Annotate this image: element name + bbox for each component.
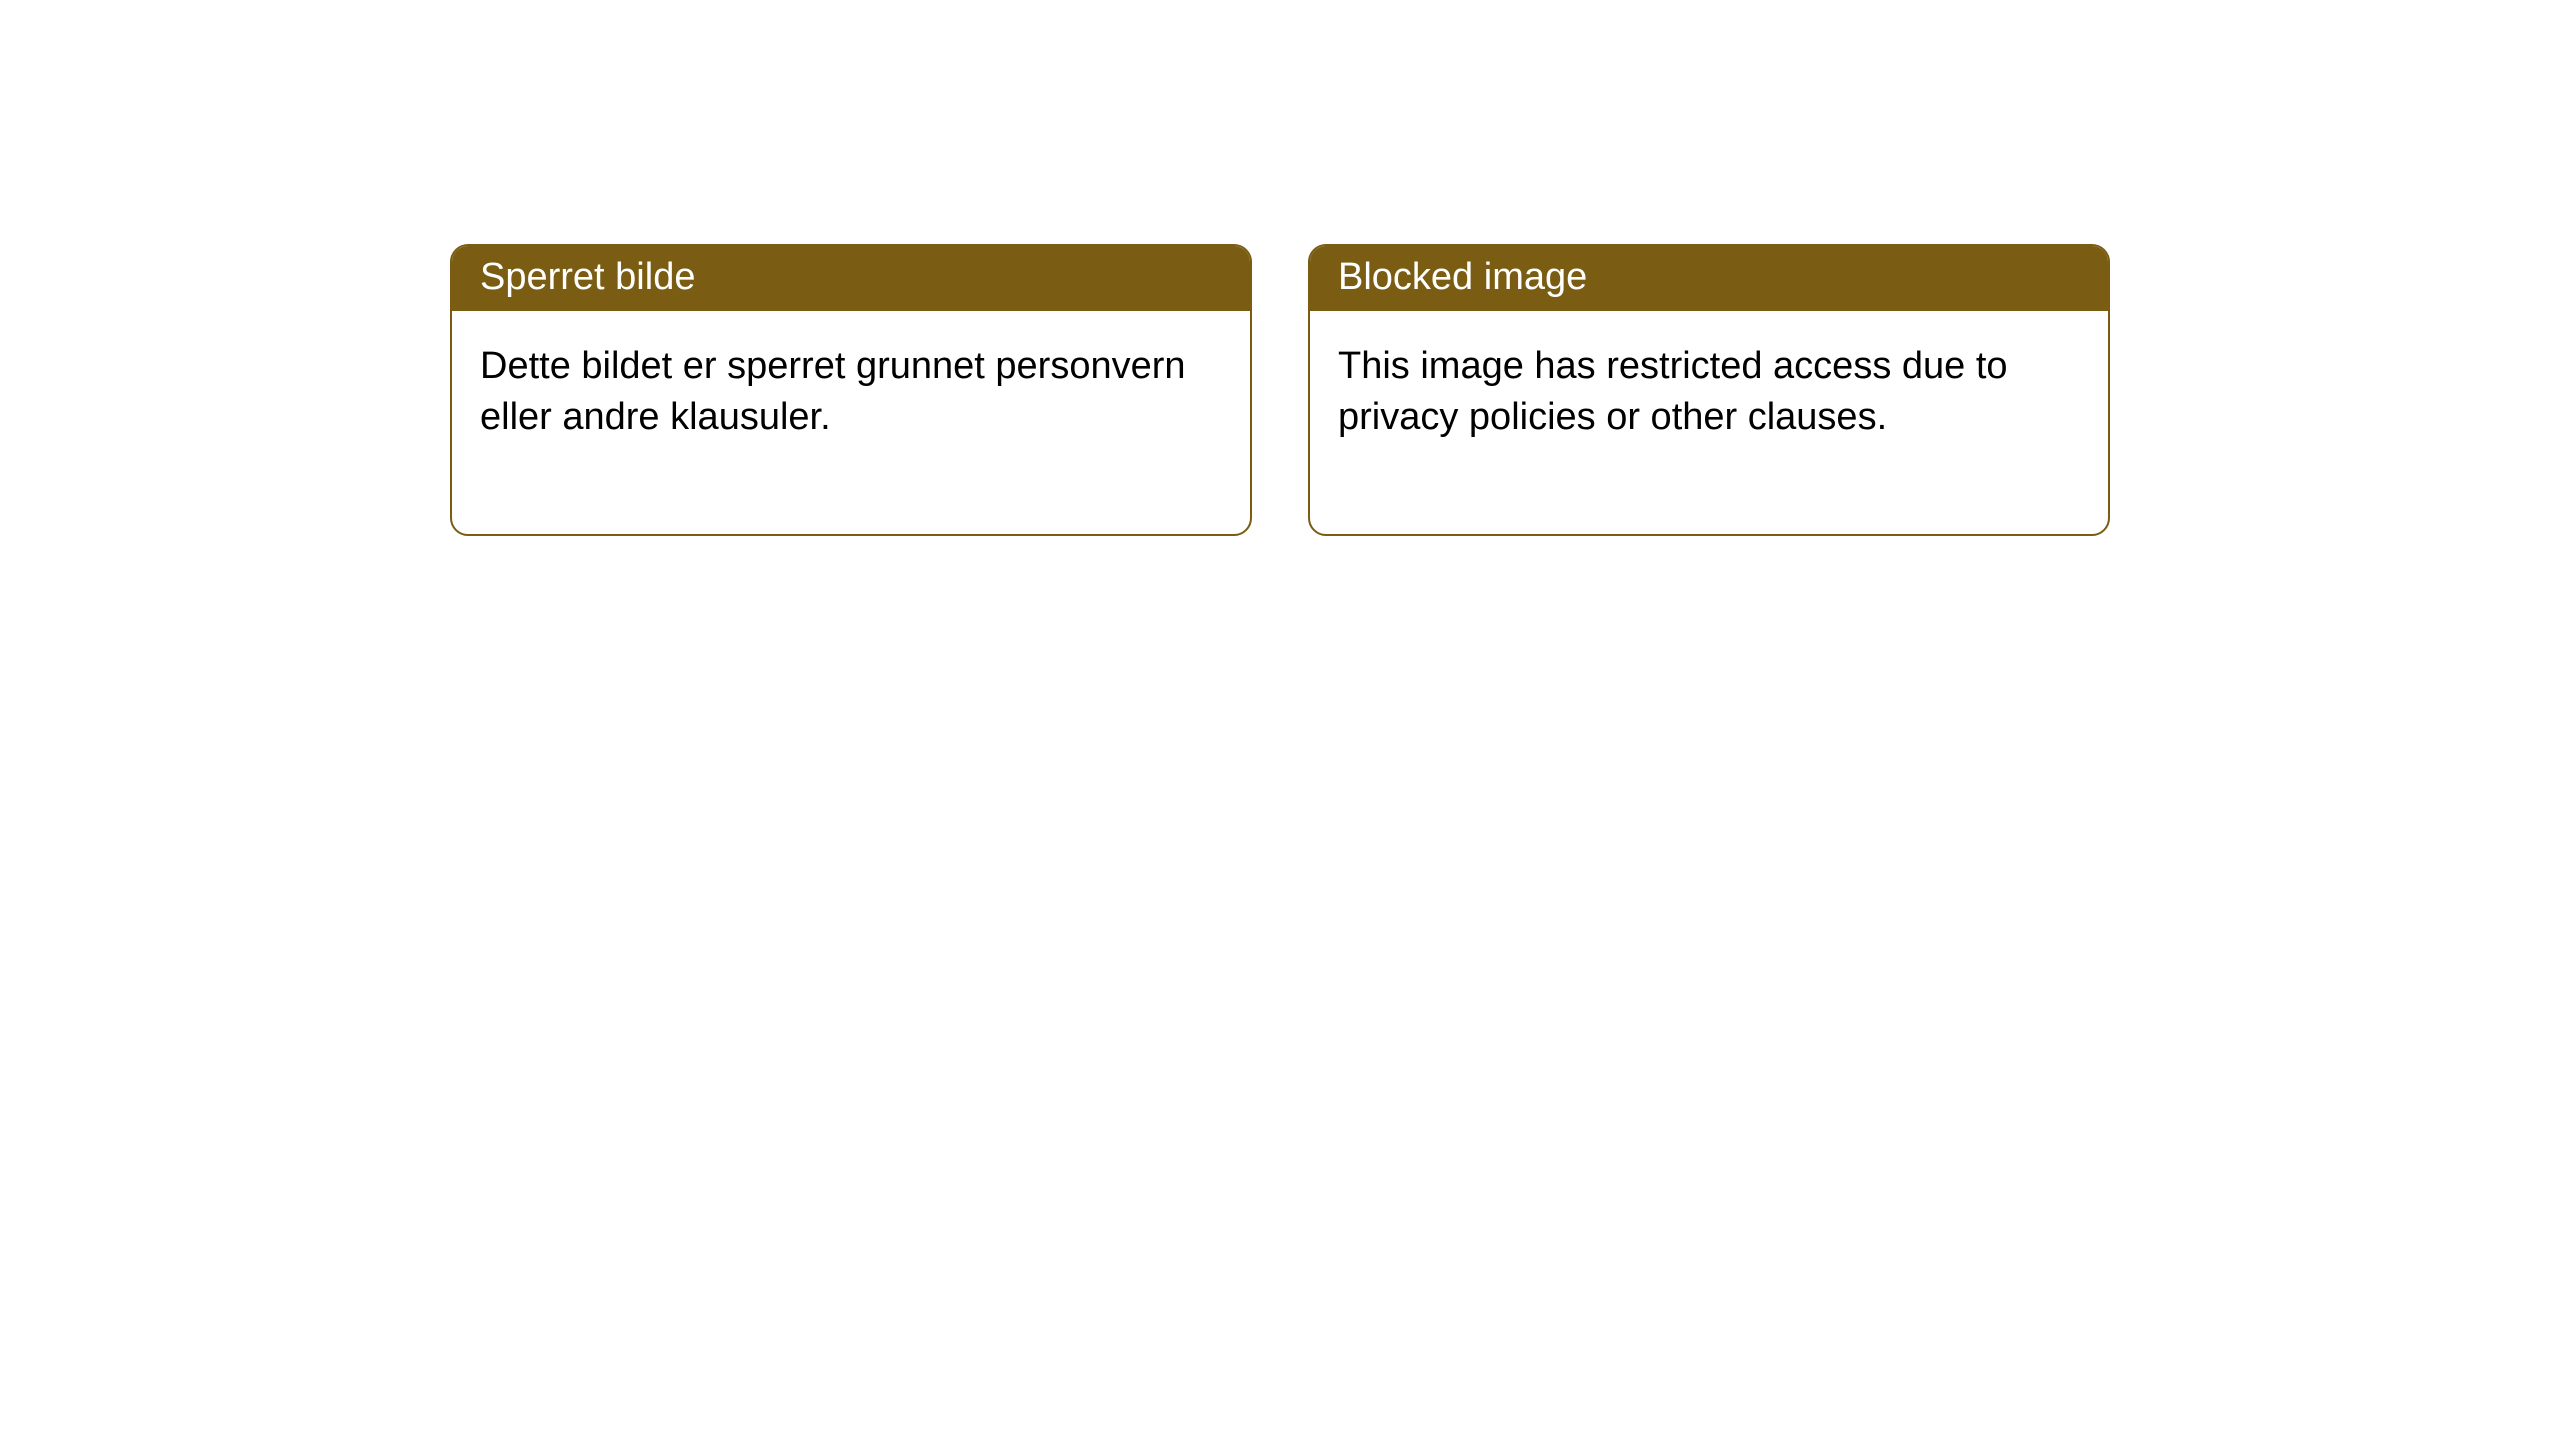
notice-header: Sperret bilde (452, 246, 1250, 311)
notice-body: Dette bildet er sperret grunnet personve… (452, 311, 1250, 534)
notice-body: This image has restricted access due to … (1310, 311, 2108, 534)
notice-card-norwegian: Sperret bilde Dette bildet er sperret gr… (450, 244, 1252, 536)
notice-card-english: Blocked image This image has restricted … (1308, 244, 2110, 536)
notice-container: Sperret bilde Dette bildet er sperret gr… (0, 0, 2560, 536)
notice-header: Blocked image (1310, 246, 2108, 311)
